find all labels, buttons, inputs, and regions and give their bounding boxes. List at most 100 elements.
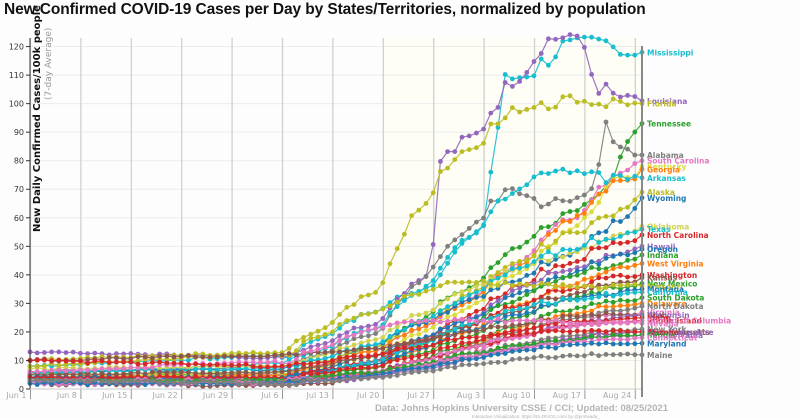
data-point [618,352,623,357]
data-point [416,369,422,375]
data-point [474,283,479,289]
data-point [380,371,386,376]
series-label: Georgia [647,165,680,174]
data-point [603,298,609,304]
data-point [114,380,119,385]
data-point [610,172,616,178]
data-point [524,288,530,294]
data-point [330,349,335,355]
data-point [603,214,609,219]
data-point [49,358,54,364]
data-point [243,370,249,375]
data-point [402,231,407,237]
data-point [610,293,616,299]
data-point [531,248,537,254]
data-point [308,335,314,341]
axes: 0 10 20 30 40 50 60 70 80 90 100 110 120 Jun 1 Jun 8 Ju… [5,38,643,400]
data-point [510,283,515,288]
data-point [366,353,371,359]
data-point [632,274,638,279]
data-point [488,296,494,302]
series-label: Washington [647,271,697,280]
data-point [430,307,436,313]
data-point [574,223,580,229]
data-point [459,317,465,322]
data-point [603,290,609,296]
data-point [474,308,479,314]
data-point [625,282,630,288]
data-point [574,213,580,218]
data-point [344,330,350,335]
data-point [452,301,458,306]
data-point [618,264,623,270]
data-point [466,279,472,285]
series-label: New York [647,325,687,334]
data-point [625,139,630,144]
data-point [596,215,602,221]
data-point [445,361,450,366]
data-point [222,370,227,376]
data-point [481,306,486,312]
data-point [430,349,436,355]
data-point [121,378,126,384]
data-point [128,351,134,356]
data-point [582,342,587,347]
data-point [603,320,609,326]
data-point [610,319,616,325]
data-point [625,265,630,270]
data-point [445,296,450,302]
data-point [610,90,616,96]
data-point [574,284,580,290]
data-point [308,371,314,377]
data-point [632,94,638,99]
data-point [214,380,220,385]
data-point [387,334,393,340]
data-point [416,365,422,371]
x-tick-label: Jun 29 [202,391,228,400]
data-point [502,72,508,77]
data-point [452,157,458,163]
data-point [510,328,515,334]
data-point [344,304,350,310]
data-point [524,356,530,362]
data-point [178,369,184,375]
data-point [632,305,638,311]
data-point [596,240,602,245]
series-label: Nevada [647,319,679,328]
data-point [531,59,537,64]
series-label: Texas [647,225,671,234]
data-point [582,215,587,221]
data-point [42,363,47,369]
data-point [229,362,235,368]
data-point [301,335,306,340]
data-point [618,240,623,246]
data-point [445,337,450,342]
data-point [330,320,335,325]
data-point [546,224,551,230]
data-point [596,230,602,236]
data-point [510,191,515,196]
data-point [380,363,386,368]
data-point [200,378,206,384]
data-point [510,186,515,192]
data-point [229,354,235,359]
data-point [582,309,587,315]
data-point [632,298,638,303]
y-tick-label: 100 [9,100,24,109]
data-point [438,169,443,174]
data-point [394,373,400,378]
data-point [409,360,414,365]
data-point [301,361,306,367]
y-tick-label: 110 [9,71,24,80]
data-point [445,304,450,310]
data-point [229,367,235,372]
data-point [308,357,314,363]
series-label: South Carolina [647,157,709,166]
data-point [488,281,494,287]
data-point [567,308,573,314]
x-tick-label: Jun 15 [101,391,127,400]
data-point [502,252,508,258]
data-point [250,354,256,359]
data-point [531,325,537,331]
data-point [567,170,573,176]
